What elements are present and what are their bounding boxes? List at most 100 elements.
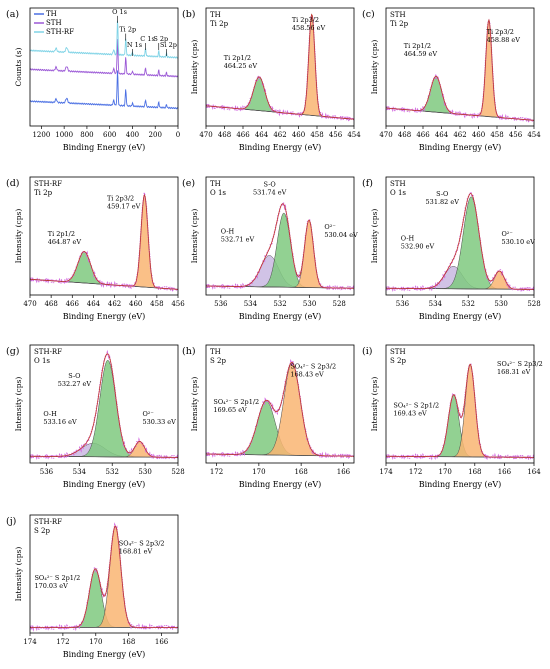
x-tick-label: 462 (273, 131, 286, 139)
y-axis-label: Intensity (cps) (190, 40, 199, 95)
peak-label-name: S-O (264, 180, 276, 188)
x-tick-label: 600 (103, 131, 116, 139)
sample-label: STH (390, 348, 406, 356)
x-tick-label: 200 (149, 131, 162, 139)
sample-label: TH (210, 11, 221, 19)
x-axis-label: Binding Energy (eV) (63, 143, 146, 152)
y-axis-label: Intensity (cps) (370, 209, 379, 264)
x-tick-label: 400 (126, 131, 139, 139)
peak-label-name: S-O (436, 190, 448, 198)
raw-data-points (206, 13, 354, 122)
region-label: Ti 2p (210, 20, 229, 28)
peak-label-name: SO₄²⁻ S 2p1/2 (34, 574, 80, 582)
x-tick-label: 170 (252, 468, 265, 476)
peak-label-name: SO₄²⁻ S 2p3/2 (497, 360, 543, 368)
x-tick-label: 466 (236, 131, 250, 139)
raw-data-points (206, 199, 354, 291)
region-label: S 2p (210, 357, 226, 365)
x-tick-label: 166 (337, 468, 351, 476)
y-axis-label: Counts (s) (14, 48, 23, 87)
x-tick-label: 168 (294, 468, 307, 476)
x-tick-label: 528 (171, 468, 184, 476)
x-tick-label: 470 (23, 300, 36, 308)
raw-data-points (30, 349, 178, 461)
plot-area (386, 18, 534, 123)
y-axis-label: Intensity (cps) (190, 209, 199, 264)
peak-label-name: O²⁻ (142, 410, 153, 418)
region-label: S 2p (390, 357, 406, 365)
plot-area (30, 522, 178, 632)
x-tick-label: 534 (73, 468, 87, 476)
fit-envelope-line (386, 18, 534, 121)
x-tick-label: 456 (329, 131, 343, 139)
peak-label-name: SO₄²⁻ S 2p1/2 (213, 398, 259, 406)
panel-label: (i) (362, 346, 372, 357)
legend-label: TH (46, 10, 57, 18)
x-tick-label: 166 (498, 468, 512, 476)
panel-label: (f) (362, 178, 373, 189)
peak-annotation: S 2p (153, 35, 168, 43)
fit-envelope-line (386, 363, 534, 458)
x-tick-label: 458 (490, 131, 503, 139)
x-tick-label: 464 (255, 131, 269, 139)
x-tick-label: 468 (218, 131, 231, 139)
x-tick-label: 532 (106, 468, 119, 476)
x-axis-label: Binding Energy (eV) (239, 480, 322, 489)
panel-label: (a) (6, 9, 19, 20)
plot-frame (29, 344, 179, 464)
x-tick-label: 166 (155, 638, 169, 646)
plot-area (206, 358, 354, 459)
x-tick-label: 470 (379, 131, 392, 139)
region-label: Ti 2p (390, 20, 409, 28)
plot-frame (29, 176, 179, 296)
x-tick-label: 532 (462, 300, 475, 308)
series-sth-rf-line (30, 20, 178, 59)
peak-label-energy: 170.03 eV (34, 582, 68, 590)
peak-label-name: Ti 2p1/2 (404, 42, 431, 50)
peak-label-energy: 169.43 eV (393, 410, 427, 418)
plot-frame (385, 7, 535, 127)
x-tick-label: 458 (150, 300, 163, 308)
x-tick-label: 466 (416, 131, 430, 139)
x-tick-label: 464 (435, 131, 449, 139)
peak-label-name: O-H (43, 410, 57, 418)
peak-label-name: O-H (401, 235, 415, 243)
peak-label-energy: 532.27 eV (58, 380, 92, 388)
x-tick-label: 528 (527, 300, 540, 308)
peak-annotation: Ti 2p (119, 26, 136, 34)
sample-label: STH (390, 11, 406, 19)
x-tick-label: 462 (453, 131, 466, 139)
peak-label-name: Ti 2p3/2 (487, 28, 514, 36)
x-tick-label: 536 (40, 468, 54, 476)
x-tick-label: 534 (244, 300, 258, 308)
x-tick-label: 164 (527, 468, 541, 476)
x-tick-label: 536 (214, 300, 228, 308)
plot-area (30, 349, 178, 461)
x-tick-label: 1200 (32, 131, 50, 139)
sample-label: STH-RF (34, 348, 62, 356)
x-tick-label: 170 (439, 468, 452, 476)
x-tick-label: 530 (303, 300, 316, 308)
x-tick-label: 532 (273, 300, 286, 308)
plot-frame (29, 7, 179, 127)
x-tick-label: 454 (527, 131, 541, 139)
fit-envelope-line (206, 361, 354, 457)
x-tick-label: 800 (80, 131, 93, 139)
panel-label: (b) (182, 9, 196, 20)
fit-envelope-line (206, 203, 354, 289)
peak-label-name: Ti 2p3/2 (107, 195, 134, 203)
peak-label-energy: 168.81 eV (119, 548, 153, 556)
series-sth-line (30, 39, 178, 78)
peak-label-energy: 458.56 eV (292, 24, 326, 32)
region-label: S 2p (34, 527, 50, 535)
x-tick-label: 172 (210, 468, 223, 476)
panel-label: (h) (182, 346, 196, 357)
y-axis-label: Intensity (cps) (14, 547, 23, 602)
fit-envelope-line (30, 353, 178, 458)
x-tick-label: 470 (199, 131, 212, 139)
x-tick-label: 168 (468, 468, 481, 476)
